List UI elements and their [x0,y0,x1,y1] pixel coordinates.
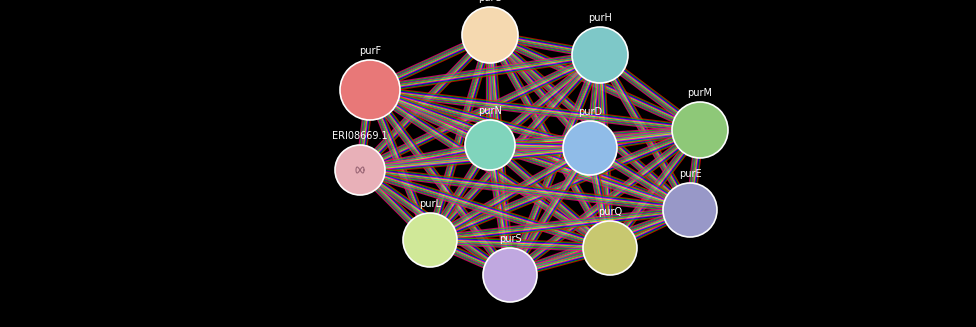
Circle shape [340,60,400,120]
Text: purE: purE [678,169,702,179]
Circle shape [465,120,515,170]
Text: purF: purF [359,46,381,56]
Circle shape [672,102,728,158]
Text: ERI08669.1: ERI08669.1 [332,131,387,141]
Circle shape [483,248,537,302]
Text: purL: purL [419,199,441,209]
Text: purM: purM [687,88,712,98]
Circle shape [663,183,717,237]
Circle shape [563,121,617,175]
Text: purN: purN [478,106,502,116]
Text: purS: purS [499,234,521,244]
Circle shape [335,145,385,195]
Text: purC: purC [478,0,502,3]
Circle shape [462,7,518,63]
Text: purH: purH [589,13,612,23]
Circle shape [572,27,628,83]
Text: purD: purD [578,107,602,117]
Text: purQ: purQ [598,207,622,217]
Circle shape [583,221,637,275]
Circle shape [403,213,457,267]
